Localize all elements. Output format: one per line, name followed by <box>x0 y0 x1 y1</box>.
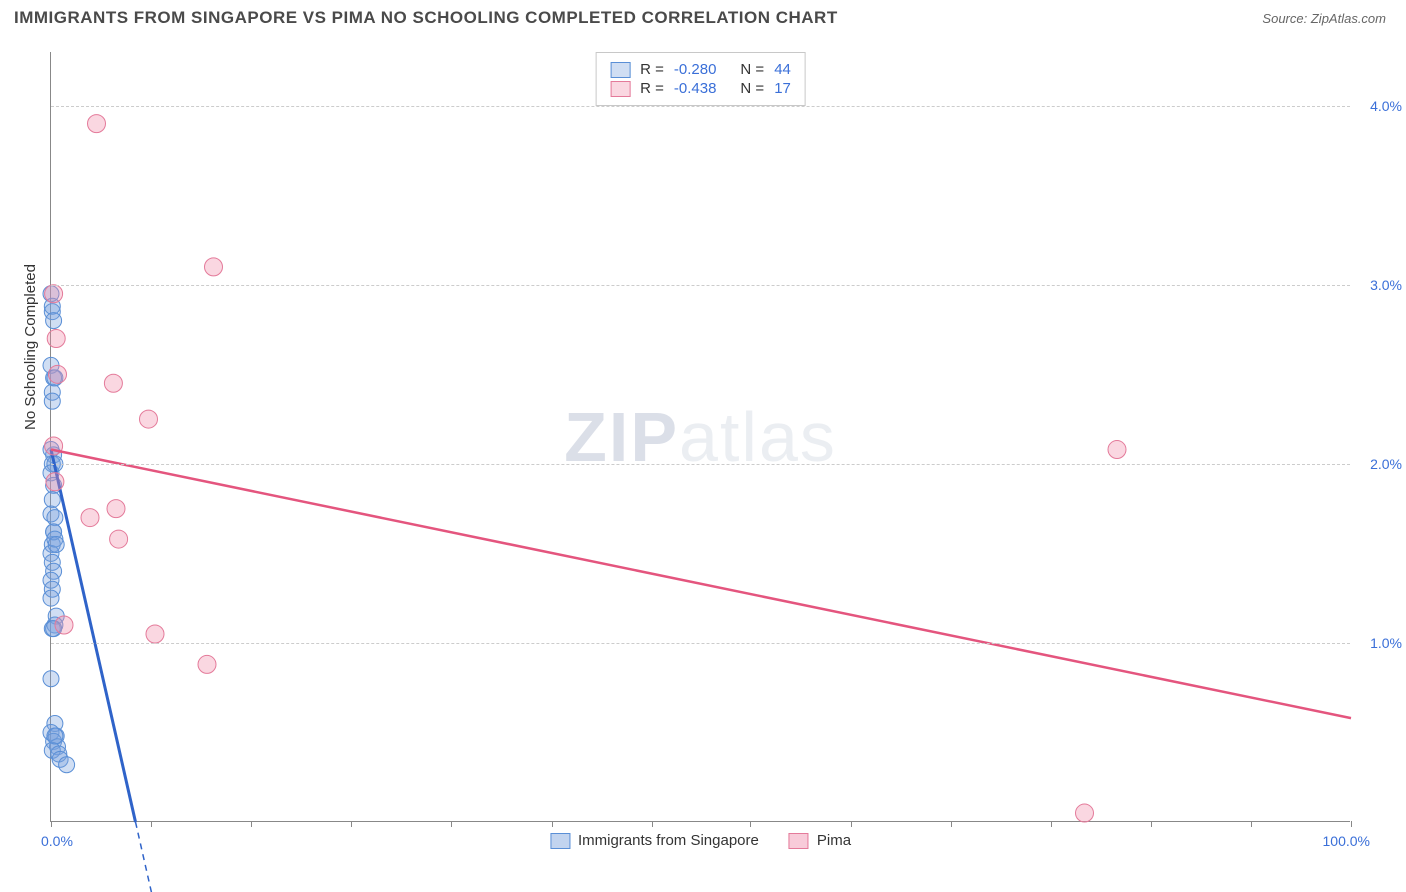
legend-n-label: N = <box>740 61 764 78</box>
scatter-point <box>46 473 64 491</box>
legend-series-item: Immigrants from Singapore <box>550 832 759 849</box>
scatter-point <box>205 258 223 276</box>
scatter-point <box>45 285 63 303</box>
scatter-point <box>47 510 63 526</box>
scatter-point <box>140 410 158 428</box>
x-axis-tick <box>851 821 852 827</box>
legend-r-value: -0.438 <box>674 80 717 97</box>
x-axis-tick <box>1151 821 1152 827</box>
scatter-point <box>43 590 59 606</box>
x-axis-tick <box>251 821 252 827</box>
scatter-point <box>55 616 73 634</box>
legend-n-value: 17 <box>774 80 791 97</box>
scatter-point <box>48 536 64 552</box>
legend-correlation-row: R = -0.280 N = 44 <box>610 61 791 78</box>
gridline-horizontal <box>51 285 1350 286</box>
legend-swatch <box>610 81 630 97</box>
x-axis-min-label: 0.0% <box>41 833 73 849</box>
scatter-point <box>43 671 59 687</box>
correlation-legend: R = -0.280 N = 44 R = -0.438 N = 17 <box>595 52 806 106</box>
x-axis-tick <box>750 821 751 827</box>
scatter-point <box>146 625 164 643</box>
source-value: ZipAtlas.com <box>1311 11 1386 26</box>
gridline-horizontal <box>51 464 1350 465</box>
legend-swatch <box>610 62 630 78</box>
x-axis-max-label: 100.0% <box>1323 833 1370 849</box>
x-axis-tick <box>951 821 952 827</box>
legend-series-label: Pima <box>817 832 851 849</box>
scatter-point <box>1076 804 1094 822</box>
x-axis-tick <box>1351 821 1352 827</box>
gridline-horizontal <box>51 106 1350 107</box>
scatter-point <box>198 655 216 673</box>
y-axis-tick-label: 2.0% <box>1370 456 1402 472</box>
scatter-point <box>107 500 125 518</box>
series-legend: Immigrants from Singapore Pima <box>550 832 851 849</box>
x-axis-tick <box>351 821 352 827</box>
x-axis-tick <box>552 821 553 827</box>
y-axis-title: No Schooling Completed <box>22 264 39 430</box>
x-axis-tick <box>1051 821 1052 827</box>
legend-n-label: N = <box>740 80 764 97</box>
legend-swatch <box>550 833 570 849</box>
scatter-plot-svg <box>51 52 1350 821</box>
x-axis-tick <box>51 821 52 827</box>
scatter-point <box>44 393 60 409</box>
trend-line-extrapolated <box>136 822 169 892</box>
trend-line <box>51 450 1351 719</box>
legend-r-label: R = <box>640 80 664 97</box>
scatter-point <box>81 509 99 527</box>
scatter-point <box>44 492 60 508</box>
y-axis-tick-label: 3.0% <box>1370 277 1402 293</box>
legend-r-value: -0.280 <box>674 61 717 78</box>
legend-n-value: 44 <box>774 61 791 78</box>
legend-series-label: Immigrants from Singapore <box>578 832 759 849</box>
scatter-point <box>46 313 62 329</box>
legend-correlation-row: R = -0.438 N = 17 <box>610 80 791 97</box>
scatter-point <box>59 757 75 773</box>
y-axis-tick-label: 1.0% <box>1370 635 1402 651</box>
scatter-point <box>110 530 128 548</box>
source-attribution: Source: ZipAtlas.com <box>1262 11 1386 26</box>
chart-title: IMMIGRANTS FROM SINGAPORE VS PIMA NO SCH… <box>14 8 838 28</box>
scatter-point <box>47 330 65 348</box>
y-axis-tick-label: 4.0% <box>1370 98 1402 114</box>
scatter-point <box>104 374 122 392</box>
chart-plot-area: ZIPatlas R = -0.280N = 44R = -0.438N = 1… <box>50 52 1350 822</box>
legend-series-item: Pima <box>789 832 851 849</box>
scatter-point <box>1108 441 1126 459</box>
scatter-point <box>47 728 63 744</box>
x-axis-tick <box>1251 821 1252 827</box>
gridline-horizontal <box>51 643 1350 644</box>
source-label: Source: <box>1262 11 1307 26</box>
x-axis-tick <box>451 821 452 827</box>
x-axis-tick <box>151 821 152 827</box>
scatter-point <box>49 365 67 383</box>
scatter-point <box>88 115 106 133</box>
legend-r-label: R = <box>640 61 664 78</box>
legend-swatch <box>789 833 809 849</box>
x-axis-tick <box>652 821 653 827</box>
